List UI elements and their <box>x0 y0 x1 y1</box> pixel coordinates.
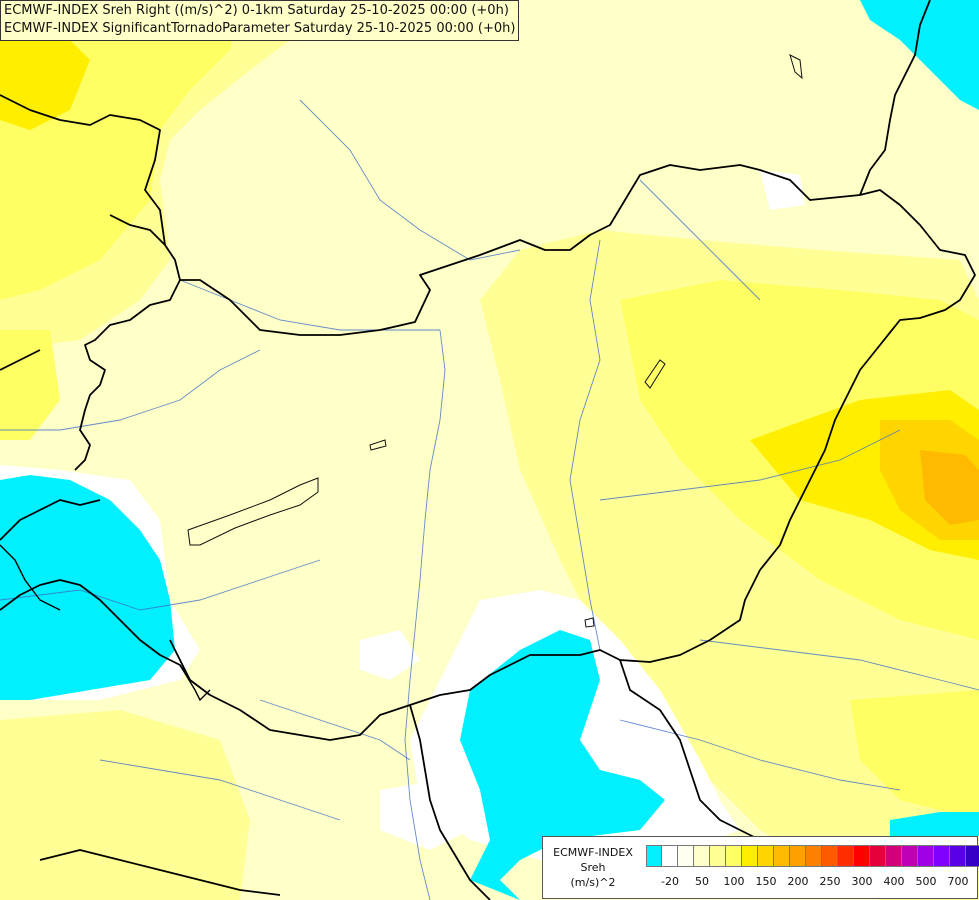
legend-swatch <box>886 846 902 866</box>
legend-tick-label: 300 <box>851 875 873 888</box>
legend-swatch <box>710 846 726 866</box>
legend-swatch <box>678 846 694 866</box>
sreh-fill-orange <box>0 30 979 560</box>
legend-tick-label: 150 <box>755 875 777 888</box>
legend-swatch <box>854 846 870 866</box>
lakes <box>187 54 803 628</box>
lake-balaton <box>187 477 319 546</box>
map-title-sreh: ECMWF-INDEX Sreh Right ((m/s)^2) 0-1km S… <box>4 3 509 18</box>
legend-swatch <box>870 846 886 866</box>
legend-tick-label: 250 <box>819 875 841 888</box>
legend-tick-label: -20 <box>661 875 679 888</box>
color-legend: ECMWF-INDEX Sreh (m/s)^2 -20 50 100 150 200 2… <box>542 836 979 899</box>
legend-swatch <box>694 846 710 866</box>
legend-swatch <box>726 846 742 866</box>
legend-swatches <box>646 845 979 867</box>
legend-swatch <box>950 846 966 866</box>
legend-swatch <box>822 846 838 866</box>
legend-swatch <box>774 846 790 866</box>
legend-swatch <box>662 846 678 866</box>
legend-swatch <box>934 846 950 866</box>
legend-tick-label: 700 <box>947 875 969 888</box>
legend-model: ECMWF-INDEX <box>553 846 633 859</box>
legend-swatch <box>806 846 822 866</box>
coastline <box>0 544 211 702</box>
legend-swatch <box>646 846 662 866</box>
legend-tick-label: 400 <box>883 875 905 888</box>
map-title-box: ECMWF-INDEX Sreh Right ((m/s)^2) 0-1km S… <box>0 0 520 41</box>
legend-tick-label: 200 <box>787 875 809 888</box>
legend-swatch <box>838 846 854 866</box>
legend-unit: (m/s)^2 <box>570 876 616 889</box>
rivers <box>0 99 979 900</box>
legend-swatch <box>902 846 918 866</box>
map-title-stp: ECMWF-INDEX SignificantTornadoParameter … <box>4 21 516 36</box>
legend-tick-label: 100 <box>723 875 745 888</box>
legend-swatch <box>966 846 979 866</box>
legend-tick-label: 500 <box>915 875 937 888</box>
legend-tick-label: 50 <box>695 875 709 888</box>
legend-swatch <box>758 846 774 866</box>
legend-swatch <box>918 846 934 866</box>
legend-swatch <box>742 846 758 866</box>
legend-swatch <box>790 846 806 866</box>
legend-title: ECMWF-INDEX Sreh (m/s)^2 <box>545 845 641 890</box>
legend-parameter: Sreh <box>580 861 606 874</box>
